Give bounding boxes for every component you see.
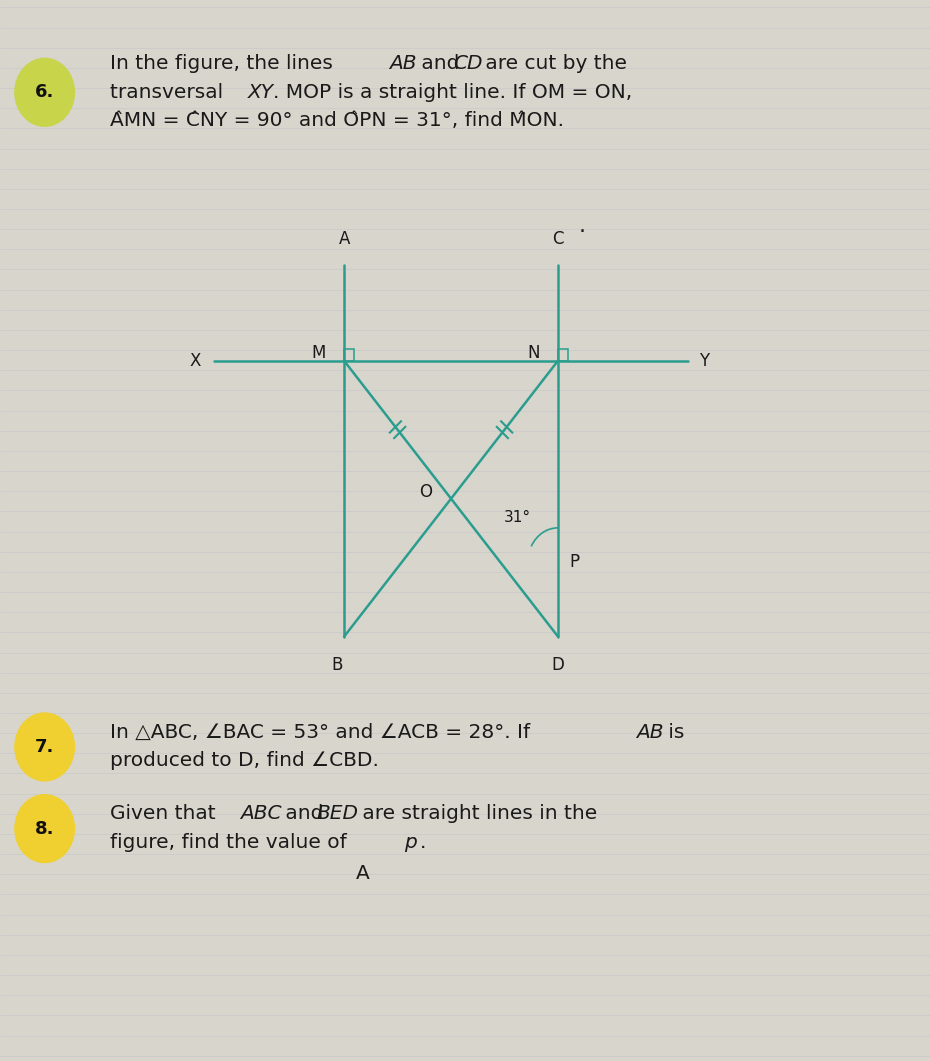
- Text: A: A: [356, 864, 369, 883]
- Text: X: X: [190, 352, 201, 369]
- Text: AB: AB: [389, 54, 417, 73]
- Circle shape: [15, 713, 74, 781]
- Text: XY: XY: [247, 83, 273, 102]
- Text: is: is: [662, 723, 684, 742]
- Text: Y: Y: [699, 352, 710, 369]
- Text: ÂMN = ĈNY = 90° and ÔPN = 31°, find M̂ON.: ÂMN = ĈNY = 90° and ÔPN = 31°, find M…: [110, 111, 564, 131]
- Text: transversal: transversal: [110, 83, 229, 102]
- Text: O: O: [419, 484, 432, 501]
- Text: and: and: [279, 804, 330, 823]
- Text: B: B: [331, 656, 342, 674]
- Text: N: N: [527, 345, 539, 362]
- Text: CD: CD: [453, 54, 483, 73]
- Text: ·: ·: [578, 222, 586, 242]
- Text: are straight lines in the: are straight lines in the: [356, 804, 597, 823]
- Text: A: A: [339, 230, 350, 248]
- Text: are cut by the: are cut by the: [479, 54, 627, 73]
- Text: . MOP is a straight line. If OM = ON,: . MOP is a straight line. If OM = ON,: [273, 83, 632, 102]
- Text: p: p: [404, 833, 417, 852]
- Circle shape: [15, 58, 74, 126]
- Text: In △ABC, ∠BAC = 53° and ∠ACB = 28°. If: In △ABC, ∠BAC = 53° and ∠ACB = 28°. If: [110, 723, 537, 742]
- Text: D: D: [551, 656, 565, 674]
- Text: 8.: 8.: [35, 820, 54, 837]
- Text: 7.: 7.: [35, 738, 54, 755]
- Text: 31°: 31°: [504, 510, 531, 525]
- Text: Given that: Given that: [110, 804, 221, 823]
- Text: P: P: [569, 554, 579, 571]
- Text: ABC: ABC: [240, 804, 282, 823]
- Text: figure, find the value of: figure, find the value of: [110, 833, 352, 852]
- Text: C: C: [552, 230, 564, 248]
- Circle shape: [15, 795, 74, 863]
- Text: AB: AB: [636, 723, 664, 742]
- Text: and: and: [415, 54, 466, 73]
- Text: In the figure, the lines: In the figure, the lines: [110, 54, 339, 73]
- Text: produced to D, find ∠CBD.: produced to D, find ∠CBD.: [110, 751, 379, 770]
- Text: BED: BED: [316, 804, 358, 823]
- Text: .: .: [419, 833, 426, 852]
- Text: M: M: [312, 345, 326, 362]
- Text: 6.: 6.: [35, 84, 54, 101]
